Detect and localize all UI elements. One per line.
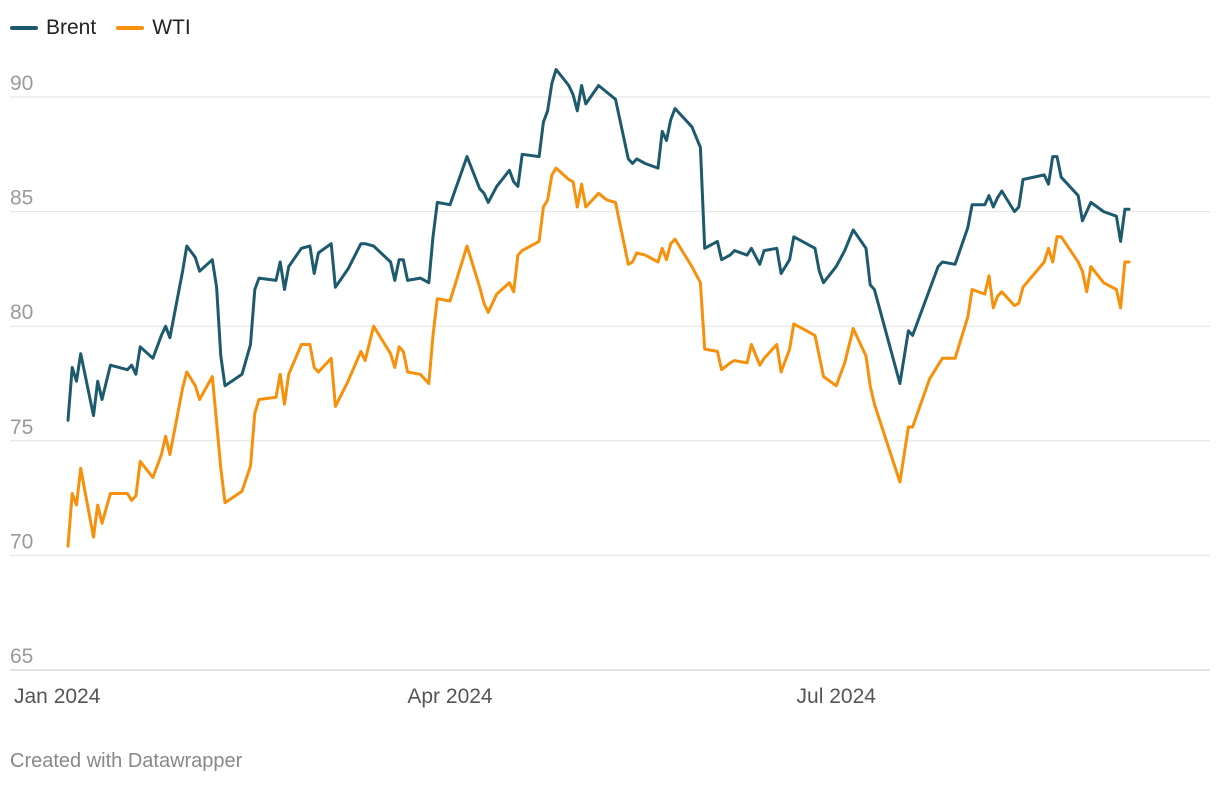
y-tick-label-65: 65 [10,645,33,668]
y-tick-label-70: 70 [10,530,33,553]
legend-label-brent: Brent [46,16,97,39]
x-tick-label-0: Jan 2024 [14,685,101,708]
legend-label-wti: WTI [152,16,191,39]
legend-swatch-brent [10,26,38,30]
y-tick-label-85: 85 [10,187,33,210]
x-tick-label-2: Jul 2024 [797,685,877,708]
legend-swatch-wti [116,26,145,30]
series-line-brent [66,68,1131,422]
line-chart: 65 70 75 80 85 90 Jan 2024 Apr 2024 Jul 2024 [10,68,1210,708]
legend-item-brent[interactable]: Brent [10,16,96,40]
x-tick-label-1: Apr 2024 [407,685,493,708]
y-tick-label-80: 80 [10,301,33,324]
series-line-wti [66,166,1131,548]
chart-legend: Brent WTI [10,16,211,40]
y-tick-label-90: 90 [10,72,33,95]
y-tick-label-75: 75 [10,416,33,439]
footer-credit: Created with Datawrapper [10,750,243,772]
legend-item-wti[interactable]: WTI [116,16,191,40]
